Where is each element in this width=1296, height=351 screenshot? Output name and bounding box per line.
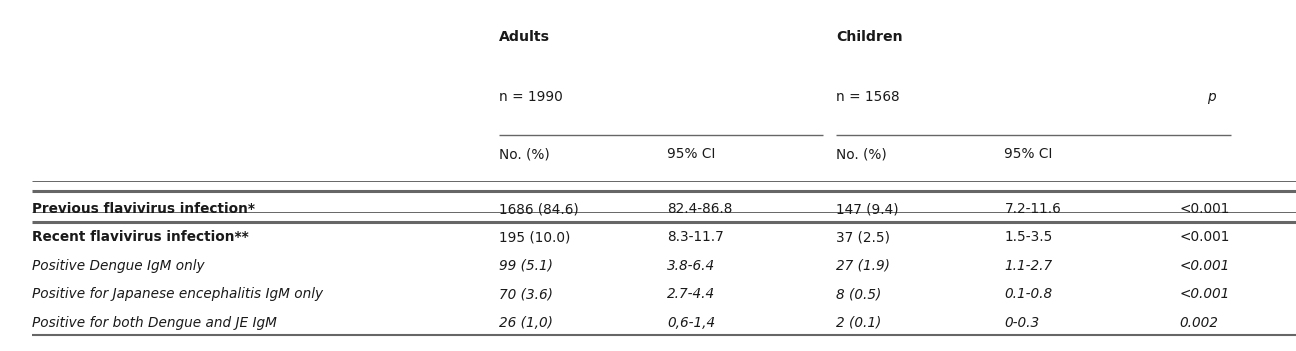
Text: 0.1-0.8: 0.1-0.8 [1004,287,1052,301]
Text: <0.001: <0.001 [1179,202,1230,216]
Text: 1.1-2.7: 1.1-2.7 [1004,259,1052,273]
Text: 7.2-11.6: 7.2-11.6 [1004,202,1061,216]
Text: 2 (0.1): 2 (0.1) [836,316,881,330]
Text: Positive Dengue IgM only: Positive Dengue IgM only [32,259,205,273]
Text: 1686 (84.6): 1686 (84.6) [499,202,579,216]
Text: 8.3-11.7: 8.3-11.7 [667,231,724,244]
Text: 3.8-6.4: 3.8-6.4 [667,259,715,273]
Text: Previous flavivirus infection*: Previous flavivirus infection* [32,202,255,216]
Text: 2.7-4.4: 2.7-4.4 [667,287,715,301]
Text: 8 (0.5): 8 (0.5) [836,287,881,301]
Text: 1.5-3.5: 1.5-3.5 [1004,231,1052,244]
Text: 99 (5.1): 99 (5.1) [499,259,553,273]
Text: 26 (1,0): 26 (1,0) [499,316,553,330]
Text: No. (%): No. (%) [499,147,550,161]
Text: n = 1568: n = 1568 [836,90,899,104]
Text: p: p [1208,90,1216,104]
Text: Recent flavivirus infection**: Recent flavivirus infection** [32,231,249,244]
Text: 95% CI: 95% CI [1004,147,1052,161]
Text: Children: Children [836,30,902,44]
Text: n = 1990: n = 1990 [499,90,562,104]
Text: 0-0.3: 0-0.3 [1004,316,1039,330]
Text: 27 (1.9): 27 (1.9) [836,259,890,273]
Text: 95% CI: 95% CI [667,147,715,161]
Text: 82.4-86.8: 82.4-86.8 [667,202,732,216]
Text: <0.001: <0.001 [1179,287,1230,301]
Text: 70 (3.6): 70 (3.6) [499,287,553,301]
Text: 0.002: 0.002 [1179,316,1218,330]
Text: 0,6-1,4: 0,6-1,4 [667,316,715,330]
Text: Positive for Japanese encephalitis IgM only: Positive for Japanese encephalitis IgM o… [32,287,324,301]
Text: 147 (9.4): 147 (9.4) [836,202,898,216]
Text: 195 (10.0): 195 (10.0) [499,231,570,244]
Text: <0.001: <0.001 [1179,231,1230,244]
Text: <0.001: <0.001 [1179,259,1230,273]
Text: 37 (2.5): 37 (2.5) [836,231,890,244]
Text: Adults: Adults [499,30,550,44]
Text: Positive for both Dengue and JE IgM: Positive for both Dengue and JE IgM [32,316,277,330]
Text: No. (%): No. (%) [836,147,886,161]
